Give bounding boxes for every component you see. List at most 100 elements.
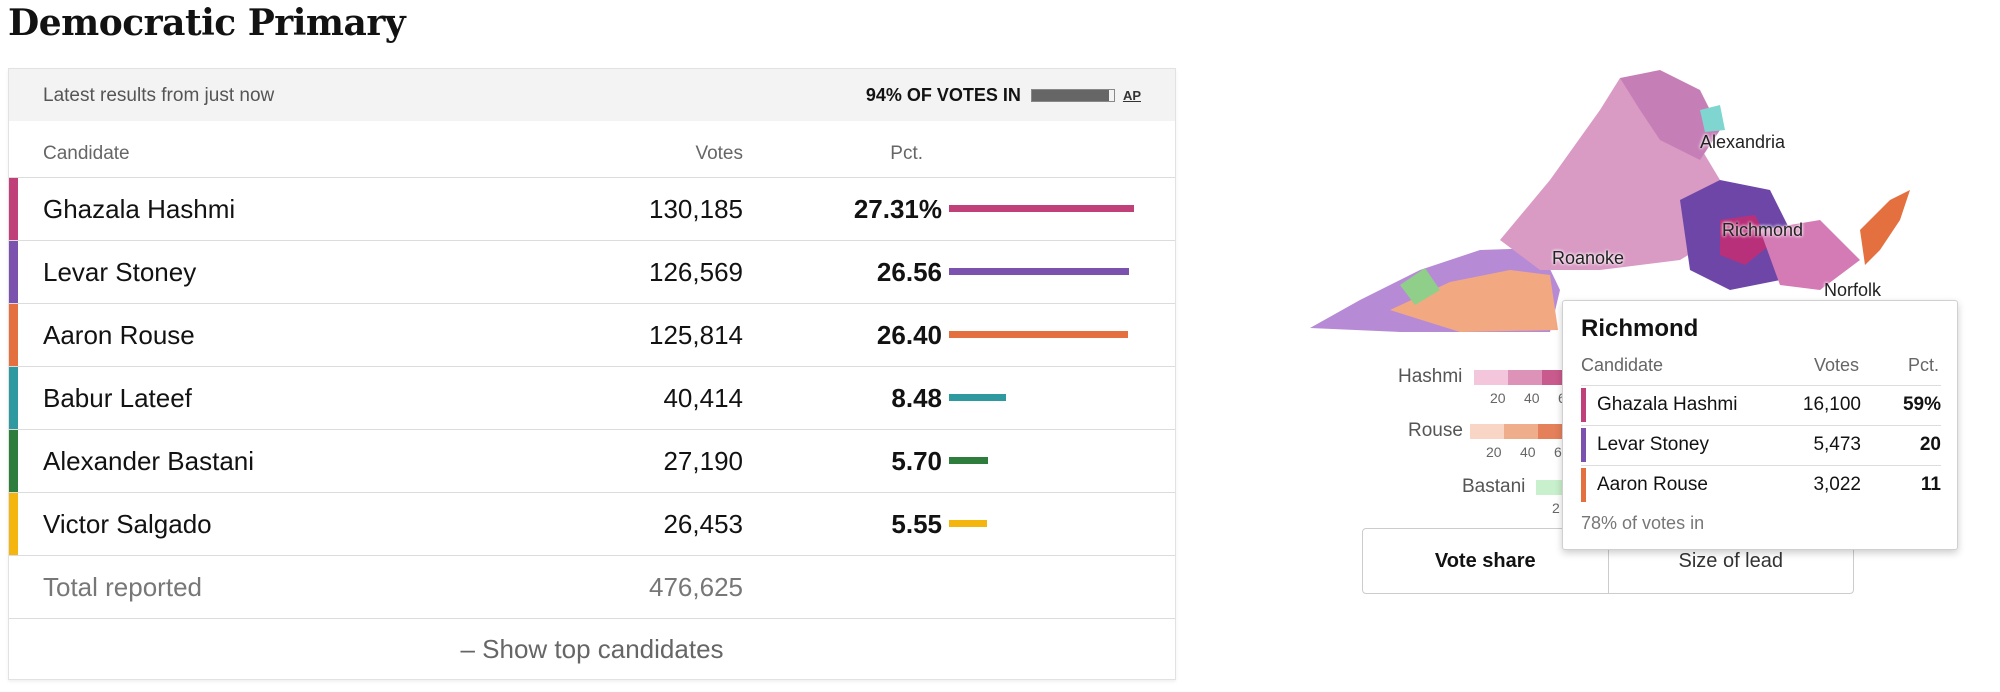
map-region-bastani[interactable] bbox=[1400, 268, 1440, 305]
candidate-color-swatch bbox=[9, 304, 18, 366]
county-tooltip: Richmond Candidate Votes Pct. Ghazala Ha… bbox=[1562, 300, 1958, 550]
legend-rouse-ticks: 20 40 6 bbox=[1486, 444, 1588, 460]
legend-color-cell bbox=[1470, 424, 1504, 439]
tooltip-candidate-pct: 59% bbox=[1902, 394, 1941, 415]
tooltip-candidate-name: Aaron Rouse bbox=[1597, 474, 1708, 495]
legend-color-cell bbox=[1536, 480, 1570, 495]
legend-hashmi-ticks: 20 40 6 bbox=[1490, 390, 1592, 406]
column-headers: Candidate Votes Pct. bbox=[9, 121, 1175, 178]
tooltip-candidate-name: Levar Stoney bbox=[1597, 434, 1709, 455]
candidate-pct: 8.48 bbox=[891, 383, 942, 413]
tooltip-col-pct: Pct. bbox=[1907, 355, 1939, 375]
map-region-north[interactable] bbox=[1620, 70, 1720, 160]
map-region-alexandria[interactable] bbox=[1700, 105, 1725, 132]
tooltip-row: Levar Stoney 5,473 20 bbox=[1581, 425, 1941, 464]
candidate-color-swatch bbox=[9, 493, 18, 555]
legend-tick: 6 bbox=[1554, 444, 1562, 460]
candidate-pct: 26.40 bbox=[876, 320, 942, 350]
tooltip-row: Ghazala Hashmi 16,100 59% bbox=[1581, 385, 1941, 424]
tooltip-title: Richmond bbox=[1581, 315, 1699, 342]
candidate-votes: 125,814 bbox=[649, 320, 743, 350]
candidate-pct: 27.31% bbox=[853, 194, 942, 224]
candidate-row: Levar Stoney 126,569 26.56 bbox=[9, 241, 1175, 304]
tooltip-candidate-votes: 3,022 bbox=[1813, 474, 1861, 495]
tooltip-col-candidate: Candidate bbox=[1581, 355, 1664, 375]
col-votes: Votes bbox=[695, 143, 743, 164]
candidate-votes: 130,185 bbox=[649, 194, 743, 224]
map-region-richmond[interactable] bbox=[1720, 215, 1770, 265]
legend-color-cell bbox=[1474, 370, 1508, 385]
tooltip-color-swatch bbox=[1581, 388, 1586, 422]
candidate-row: Babur Lateef 40,414 8.48 bbox=[9, 367, 1175, 430]
candidate-share-bar bbox=[949, 268, 1129, 275]
map-label-alexandria: Alexandria bbox=[1700, 132, 1786, 152]
legend-bastani-ticks: 2 bbox=[1552, 500, 1586, 516]
legend-tick: 40 bbox=[1520, 444, 1536, 460]
candidate-pct: 5.70 bbox=[891, 446, 942, 476]
candidate-name: Victor Salgado bbox=[43, 509, 212, 539]
legend-rouse-label: Rouse bbox=[1408, 420, 1463, 441]
map-label-richmond: Richmond bbox=[1722, 220, 1804, 240]
legend-color-cell bbox=[1504, 424, 1538, 439]
candidate-row: Alexander Bastani 27,190 5.70 bbox=[9, 430, 1175, 493]
tooltip-color-swatch bbox=[1581, 428, 1586, 462]
map-region-southside[interactable] bbox=[1390, 270, 1558, 332]
votes-in-label: 94% OF VOTES IN bbox=[865, 85, 1021, 105]
col-candidate: Candidate bbox=[43, 143, 130, 164]
size-of-lead-button[interactable]: Size of lead bbox=[1678, 550, 1783, 572]
candidate-pct: 5.55 bbox=[891, 509, 942, 539]
candidate-color-swatch bbox=[9, 367, 18, 429]
map-label-norfolk: Norfolk bbox=[1824, 280, 1882, 300]
legend-bastani-label: Bastani bbox=[1462, 476, 1526, 497]
reporting-progress-fill bbox=[1031, 90, 1110, 101]
tooltip-votes-in: 78% of votes in bbox=[1581, 513, 1705, 533]
candidate-name: Aaron Rouse bbox=[43, 320, 195, 350]
latest-results-text: Latest results from just now bbox=[43, 85, 275, 106]
virginia-county-map[interactable] bbox=[1300, 70, 1920, 350]
reporting-progress-bar bbox=[1030, 89, 1115, 102]
legend-tick: 20 bbox=[1490, 390, 1506, 406]
legend-hashmi-label: Hashmi bbox=[1398, 366, 1463, 387]
candidate-name: Ghazala Hashmi bbox=[43, 194, 236, 224]
candidate-row: Aaron Rouse 125,814 26.40 bbox=[9, 304, 1175, 367]
legend-tick: 2 bbox=[1552, 500, 1560, 516]
show-top-candidates-button[interactable]: – Show top candidates bbox=[460, 634, 724, 664]
candidate-share-bar bbox=[949, 205, 1134, 212]
map-region-tidewater[interactable] bbox=[1760, 220, 1860, 290]
candidate-votes: 40,414 bbox=[663, 383, 743, 413]
vote-share-button[interactable]: Vote share bbox=[1363, 529, 1609, 593]
ap-source-link[interactable]: AP bbox=[1122, 88, 1141, 103]
candidate-color-swatch bbox=[9, 430, 18, 492]
results-table: Latest results from just now 94% OF VOTE… bbox=[8, 68, 1176, 680]
votes-in-status: 94% OF VOTES IN AP bbox=[866, 85, 1141, 106]
candidate-name: Babur Lateef bbox=[43, 383, 192, 413]
page-title: Democratic Primary bbox=[8, 2, 406, 44]
col-pct: Pct. bbox=[890, 143, 923, 164]
total-label: Total reported bbox=[43, 572, 202, 602]
legend-color-cell bbox=[1508, 370, 1542, 385]
map-label-roanoke: Roanoke bbox=[1552, 248, 1625, 268]
tooltip-candidate-votes: 5,473 bbox=[1813, 434, 1861, 455]
tooltip-candidate-name: Ghazala Hashmi bbox=[1597, 394, 1738, 415]
total-row: Total reported 476,625 bbox=[9, 556, 1175, 619]
candidate-pct: 26.56 bbox=[876, 257, 942, 287]
legend-tick: 40 bbox=[1524, 390, 1540, 406]
tooltip-candidate-votes: 16,100 bbox=[1802, 394, 1861, 415]
candidate-votes: 26,453 bbox=[663, 509, 743, 539]
total-votes: 476,625 bbox=[649, 572, 743, 602]
tooltip-col-votes: Votes bbox=[1813, 355, 1859, 375]
tooltip-candidate-pct: 11 bbox=[1920, 474, 1941, 495]
candidate-color-swatch bbox=[9, 178, 18, 240]
tooltip-candidate-pct: 20 bbox=[1919, 434, 1941, 455]
candidate-row: Victor Salgado 26,453 5.55 bbox=[9, 493, 1175, 556]
candidate-share-bar bbox=[949, 520, 987, 527]
map-region-eastern-shore[interactable] bbox=[1860, 190, 1910, 265]
legend-tick: 20 bbox=[1486, 444, 1502, 460]
tooltip-color-swatch bbox=[1581, 468, 1586, 502]
candidate-row: Ghazala Hashmi 130,185 27.31% bbox=[9, 178, 1175, 241]
candidate-name: Levar Stoney bbox=[43, 257, 197, 287]
candidate-share-bar bbox=[949, 331, 1128, 338]
candidate-share-bar bbox=[949, 457, 988, 464]
tooltip-row: Aaron Rouse 3,022 11 bbox=[1581, 465, 1941, 504]
candidate-votes: 126,569 bbox=[649, 257, 743, 287]
